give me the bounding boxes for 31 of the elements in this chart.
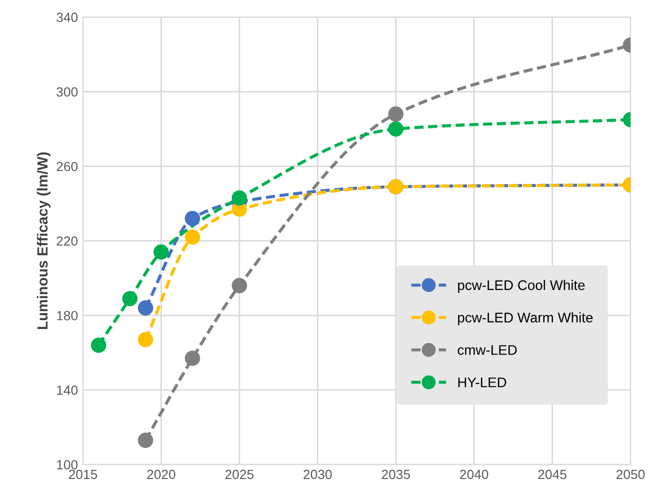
x-tick-label: 2045 bbox=[538, 470, 566, 480]
legend-label: HY-LED bbox=[458, 378, 506, 388]
point bbox=[122, 290, 138, 306]
point bbox=[138, 332, 154, 348]
point bbox=[184, 350, 200, 366]
y-tick-label: 100 bbox=[57, 460, 78, 470]
point bbox=[138, 300, 154, 316]
y-axis-title: Luminous Efficacy (lm/W) bbox=[36, 152, 51, 329]
point bbox=[232, 278, 248, 294]
y-tick-label: 140 bbox=[57, 386, 78, 395]
legend-label: pcw-LED Cool White bbox=[458, 280, 585, 293]
point bbox=[184, 210, 200, 226]
x-tick-label: 2015 bbox=[68, 470, 98, 480]
y-tick-label: 220 bbox=[56, 236, 78, 246]
y-tick-label: 340 bbox=[56, 12, 78, 22]
point bbox=[90, 338, 106, 353]
y-tick-label: 260 bbox=[56, 162, 78, 172]
point bbox=[184, 229, 200, 245]
x-tick-label: 2035 bbox=[382, 470, 410, 480]
x-tick-label: 2025 bbox=[225, 470, 254, 480]
y-tick-label: 300 bbox=[56, 87, 78, 97]
y-tick-label: 180 bbox=[57, 310, 78, 320]
x-tick-label: 2020 bbox=[147, 470, 176, 480]
legend-label: cmw-LED bbox=[458, 345, 517, 355]
x-tick-label: 2050 bbox=[616, 470, 645, 480]
x-tick-label: 2040 bbox=[460, 470, 488, 480]
x-tick-label: 2030 bbox=[304, 470, 332, 480]
legend-label: pcw-LED Warm White bbox=[458, 312, 593, 326]
point bbox=[154, 244, 169, 260]
point bbox=[138, 432, 154, 448]
point bbox=[232, 190, 248, 206]
